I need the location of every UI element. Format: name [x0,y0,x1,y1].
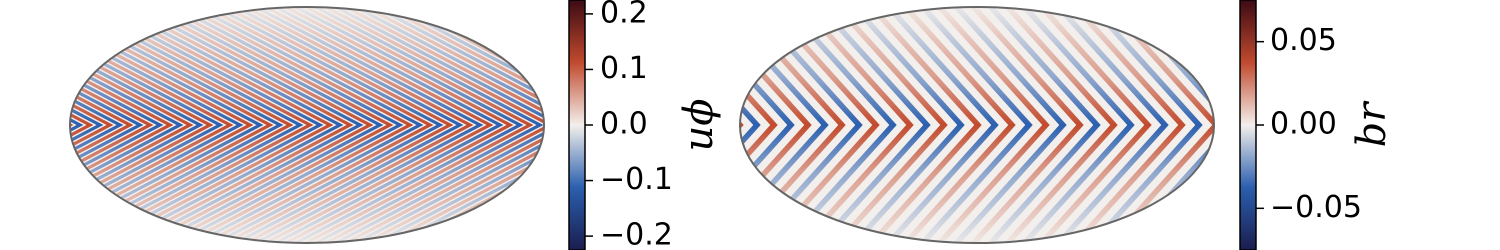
field-stripe [740,7,778,243]
field-stripe [105,7,334,243]
field-stripe [335,7,544,243]
field-stripe [937,7,1050,243]
field-stripe [801,7,914,243]
field-stripe [135,7,364,243]
field-stripe [852,7,965,243]
field-stripe [1056,7,1169,243]
field-stripe [95,7,324,243]
field-stripe [255,7,484,243]
field-stripe [275,7,504,243]
field-stripe [988,7,1101,243]
field-stripe [155,7,384,243]
colorbar [1239,0,1257,250]
map-outline [69,6,545,244]
field-stripe [954,7,1067,243]
colorbar-tick-label: −0.2 [600,218,673,250]
colorbar-tick-label: −0.05 [1270,190,1362,225]
colorbar-tick-label: 0.1 [600,51,648,86]
field-stripe [265,7,494,243]
field-map [740,7,1214,243]
field-stripe [195,7,424,243]
field-stripe [375,7,544,243]
field-stripe [145,7,374,243]
field-stripe [85,7,314,243]
colorbar-tick-label: 0.05 [1270,23,1337,58]
field-stripe [225,7,454,243]
field-stripe [70,7,124,243]
field-stripe [1039,7,1152,243]
field-stripe [385,7,544,243]
field-stripe [70,7,144,243]
field-stripe [767,7,880,243]
field-stripe [835,7,948,243]
colorbar-tick-label: 0.2 [600,0,648,30]
field-stripe [70,7,204,243]
field-stripe [70,7,214,243]
field-stripe [115,7,344,243]
field-stripe [355,7,544,243]
field-stripe [740,7,795,243]
field-stripe [405,7,544,243]
field-stripe [235,7,464,243]
field-stripe [869,7,982,243]
field-stripe [125,7,354,243]
field-stripe [315,7,544,243]
field-stripe [740,7,761,243]
field-stripe [75,7,304,243]
field-stripe [971,7,1084,243]
field-stripe [165,7,394,243]
colorbar-tick-label: 0.0 [600,107,648,142]
colorbar-label: br [1349,100,1395,148]
map-outline [739,6,1215,244]
field-stripe [305,7,534,243]
field-stripe [205,7,434,243]
field-stripe [70,7,84,243]
colorbar-label: uϕ [676,98,722,151]
field-stripe [185,7,414,243]
field-stripe [395,7,544,243]
field-stripe [920,7,1033,243]
field-stripe [70,7,104,243]
field-stripe [70,7,194,243]
field-stripe [245,7,474,243]
field-stripe [1005,7,1118,243]
field-stripe [70,7,94,243]
field-stripe [365,7,544,243]
colorbar [568,0,586,250]
field-stripe [1107,7,1214,243]
field-stripe [70,7,184,243]
field-stripe [740,7,812,243]
field-stripe [285,7,514,243]
colorbar-tick-label: 0.00 [1270,107,1337,142]
field-stripe [903,7,1016,243]
field-stripe [1073,7,1186,243]
field-stripe [70,7,134,243]
field-stripe [1022,7,1135,243]
field-stripe [1090,7,1203,243]
field-stripe [70,7,114,243]
field-stripe [325,7,544,243]
field-stripe [886,7,999,243]
field-stripe [70,7,174,243]
field-stripe [295,7,524,243]
field-stripe [70,7,294,243]
field-stripe [70,7,164,243]
field-stripe [70,7,154,243]
field-stripe [215,7,444,243]
field-stripe [70,7,74,243]
field-stripe [345,7,544,243]
field-stripe [175,7,404,243]
field-stripe [784,7,897,243]
colorbar-tick-label: −0.1 [600,162,673,197]
field-stripe [818,7,931,243]
